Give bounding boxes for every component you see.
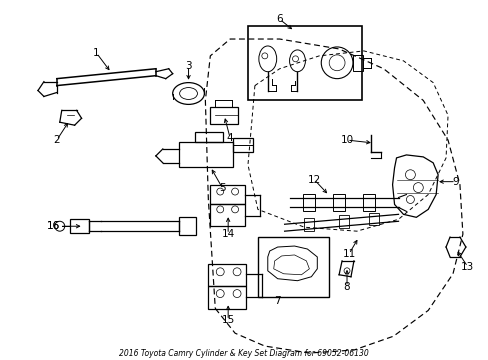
Bar [233,138,252,152]
Text: 2016 Toyota Camry Cylinder & Key Set Diagram for 69052-06130: 2016 Toyota Camry Cylinder & Key Set Dia… [119,348,368,357]
Text: 16: 16 [47,221,61,231]
Text: 9: 9 [452,177,458,186]
Text: 3: 3 [185,61,191,71]
Text: 8: 8 [343,282,349,292]
Bar [210,107,238,124]
Text: 6: 6 [276,14,283,24]
Bar [69,219,89,233]
Text: 14: 14 [221,229,234,239]
Bar [208,264,245,285]
Bar [352,55,362,71]
Text: 7: 7 [274,296,281,306]
Bar [362,194,374,211]
Bar [368,212,378,225]
Bar [257,237,328,297]
Bar [210,204,244,226]
Text: 12: 12 [307,175,320,185]
Text: 1: 1 [93,48,100,58]
Bar [210,185,244,204]
Text: 13: 13 [460,262,473,272]
Bar [338,215,348,228]
Text: 11: 11 [342,249,355,259]
Bar [195,132,223,142]
Bar [178,217,196,235]
Text: 16: 16 [46,221,60,231]
Bar [208,285,245,310]
Text: 15: 15 [221,315,234,325]
Text: 10: 10 [340,135,353,145]
Text: 2: 2 [53,135,60,145]
Text: 5: 5 [219,183,225,193]
Bar [303,194,315,211]
Bar [247,26,361,100]
Text: 4: 4 [226,133,233,143]
Bar [178,142,233,167]
Bar [304,218,314,231]
Bar [332,194,345,211]
